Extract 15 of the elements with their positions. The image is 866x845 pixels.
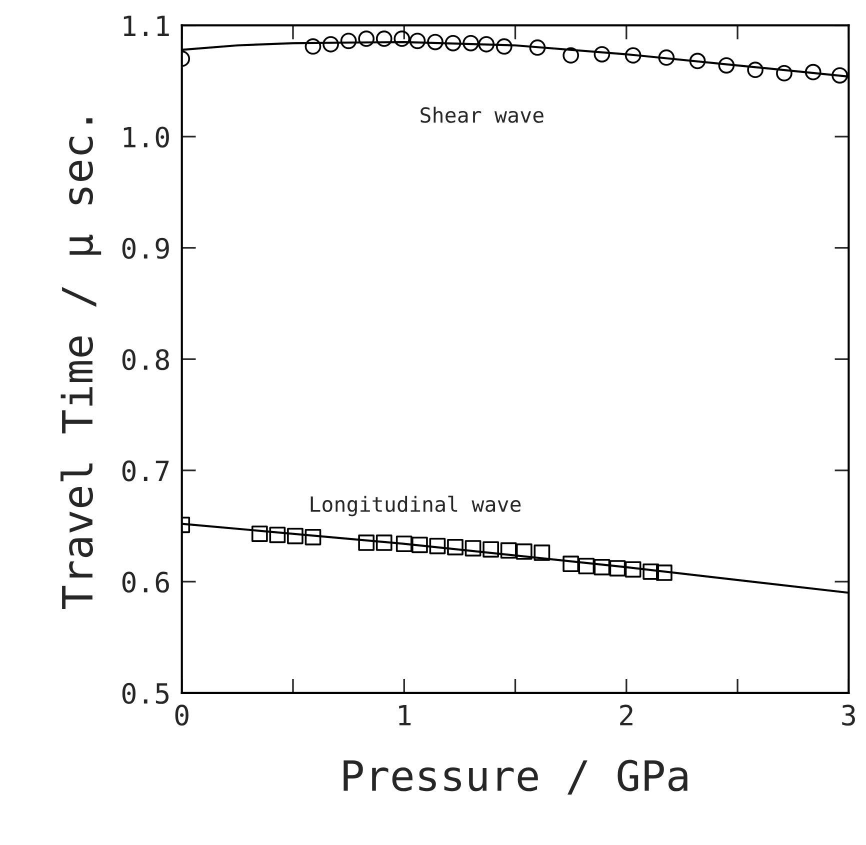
x-tick-label: 3 <box>842 704 855 726</box>
y-tick-label: 0.5 <box>122 682 169 704</box>
y-tick-label: 1.0 <box>124 126 169 148</box>
x-tick-label: 2 <box>620 704 632 726</box>
y-tick-label: 1.1 <box>124 16 169 36</box>
annotation: Shear wave <box>420 106 544 123</box>
x-tick-label: 0 <box>175 704 188 726</box>
y-tick-label: 0.9 <box>122 238 169 259</box>
x-axis-title: Pressure / GPa <box>344 760 688 795</box>
y-tick-label: 0.6 <box>122 572 169 593</box>
annotation: Longitudinal wave <box>310 496 521 516</box>
y-axis-title: Travel Time / μ sec. <box>60 118 102 610</box>
y-tick-label: 0.7 <box>122 460 169 482</box>
y-tick-label: 0.8 <box>122 349 169 370</box>
x-tick-label: 1 <box>399 705 411 726</box>
